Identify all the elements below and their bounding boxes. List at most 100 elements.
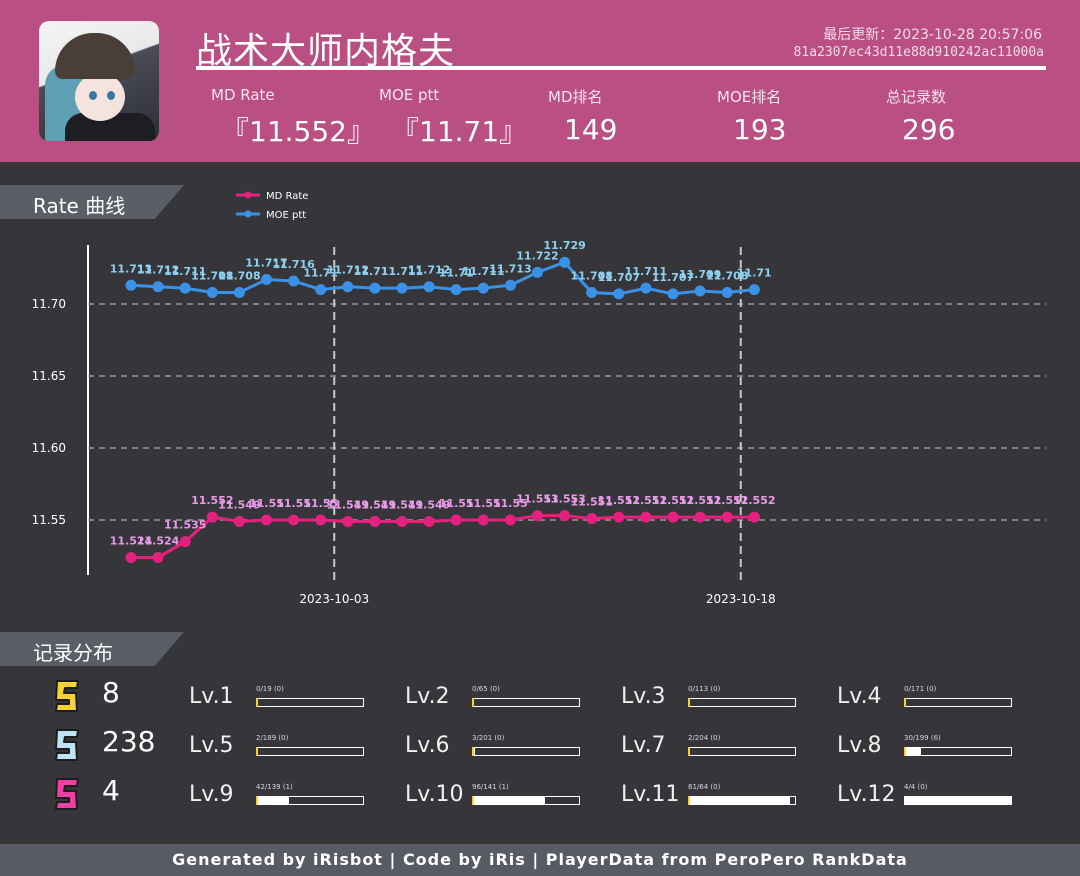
data-label: 11.55 (439, 497, 474, 510)
silver-s-icon (54, 728, 80, 762)
data-label: 11.552 (652, 494, 694, 507)
avatar-face (75, 73, 125, 121)
data-label: 11.712 (408, 264, 450, 277)
data-label: 11.708 (570, 269, 612, 282)
data-point (342, 281, 354, 293)
level-label: Lv.2 (405, 684, 450, 709)
data-point (315, 284, 327, 296)
data-label: 11.55 (249, 497, 284, 510)
data-point (640, 282, 652, 294)
level-progress-bar (688, 796, 796, 805)
data-point (532, 266, 543, 278)
series-md-rate: 11.52411.52411.53511.55211.54911.5511.55… (110, 493, 776, 563)
legend-marker (244, 210, 252, 218)
data-label: 11.716 (272, 258, 315, 271)
stat-label: MOE ptt (379, 86, 440, 104)
level-label: Lv.8 (837, 733, 882, 758)
level-label: Lv.4 (837, 684, 882, 709)
data-label: 11.553 (516, 493, 558, 506)
data-label: 11.549 (218, 498, 260, 511)
data-point (315, 514, 327, 526)
data-label: 11.708 (218, 269, 260, 282)
data-point (504, 279, 516, 291)
section-rate-curve: Rate 曲线 (0, 185, 184, 219)
level-label: Lv.9 (189, 782, 234, 807)
data-point (396, 515, 408, 527)
data-point (694, 511, 706, 523)
data-label: 11.552 (598, 494, 640, 507)
stat-value: 193 (733, 113, 787, 146)
stat-label: MD排名 (548, 88, 603, 106)
level-label: Lv.5 (189, 733, 234, 758)
data-label: 11.552 (191, 494, 233, 507)
level-gold-marker (472, 747, 474, 756)
pink-s-icon (54, 777, 80, 811)
data-point (721, 511, 733, 523)
gold-s-icon (54, 679, 80, 713)
y-tick-label: 11.65 (32, 369, 66, 383)
level-label: Lv.11 (621, 782, 680, 807)
rank-count: 4 (102, 774, 120, 807)
level-gold-marker (688, 796, 690, 805)
data-point (586, 286, 598, 298)
level-progress-fill (905, 748, 921, 755)
stat-value: 『11.71』 (391, 115, 528, 148)
data-label: 11.71 (439, 267, 474, 280)
rate-chart: 11.70 11.65 11.60 11.55 2023-10-03 2023-10-18… (32, 191, 1046, 606)
section-title: Rate 曲线 (33, 194, 126, 218)
data-label: 11.55 (466, 497, 501, 510)
avatar-eye (107, 91, 115, 100)
data-label: 11.707 (598, 271, 640, 284)
data-point (125, 279, 137, 291)
data-point (288, 275, 300, 287)
level-detail: 0/19 (0) (256, 685, 284, 693)
level-detail: 0/171 (0) (904, 685, 937, 693)
data-point (559, 256, 571, 268)
data-label: 11.713 (110, 262, 152, 275)
data-point (450, 284, 462, 296)
level-detail: 30/199 (6) (904, 734, 941, 742)
level-label: Lv.7 (621, 733, 666, 758)
data-label: 11.524 (137, 534, 180, 547)
data-point (152, 281, 164, 293)
data-label: 11.711 (381, 265, 423, 278)
level-progress-bar (256, 796, 364, 805)
stat-value: 296 (902, 113, 956, 146)
stat-label: 总记录数 (886, 88, 947, 106)
data-label: 11.709 (679, 268, 721, 281)
level-gold-marker (688, 747, 690, 756)
data-point (721, 286, 733, 298)
data-point (179, 536, 191, 548)
level-label: Lv.6 (405, 733, 450, 758)
level-detail: 2/204 (0) (688, 734, 721, 742)
data-label: 11.549 (381, 498, 423, 511)
data-point (369, 515, 381, 527)
data-label: 11.707 (652, 271, 694, 284)
section-record-distribution: 记录分布 (0, 632, 184, 666)
level-gold-marker (688, 698, 690, 707)
level-progress-bar (904, 796, 1012, 805)
stat-value: 149 (564, 113, 618, 146)
data-point (396, 282, 408, 294)
legend-label: MD Rate (266, 191, 308, 202)
data-point (667, 511, 679, 523)
data-label: 11.553 (543, 493, 585, 506)
data-label: 11.552 (679, 494, 721, 507)
stat-value: 『11.552』 (221, 115, 375, 148)
level-progress-bar (472, 698, 580, 707)
stat-label: MD Rate (211, 86, 275, 104)
data-point (450, 514, 462, 526)
legend-label: MOE ptt (266, 210, 306, 221)
level-label: Lv.1 (189, 684, 234, 709)
data-label: 11.711 (354, 265, 396, 278)
level-detail: 3/201 (0) (472, 734, 505, 742)
rank-count: 238 (102, 725, 156, 758)
data-point (613, 288, 625, 300)
data-label: 11.549 (354, 498, 396, 511)
level-gold-marker (256, 698, 258, 707)
data-point (477, 282, 489, 294)
data-point (261, 274, 272, 286)
level-gold-marker (472, 698, 474, 707)
data-point (423, 515, 435, 527)
legend-marker (244, 191, 252, 199)
